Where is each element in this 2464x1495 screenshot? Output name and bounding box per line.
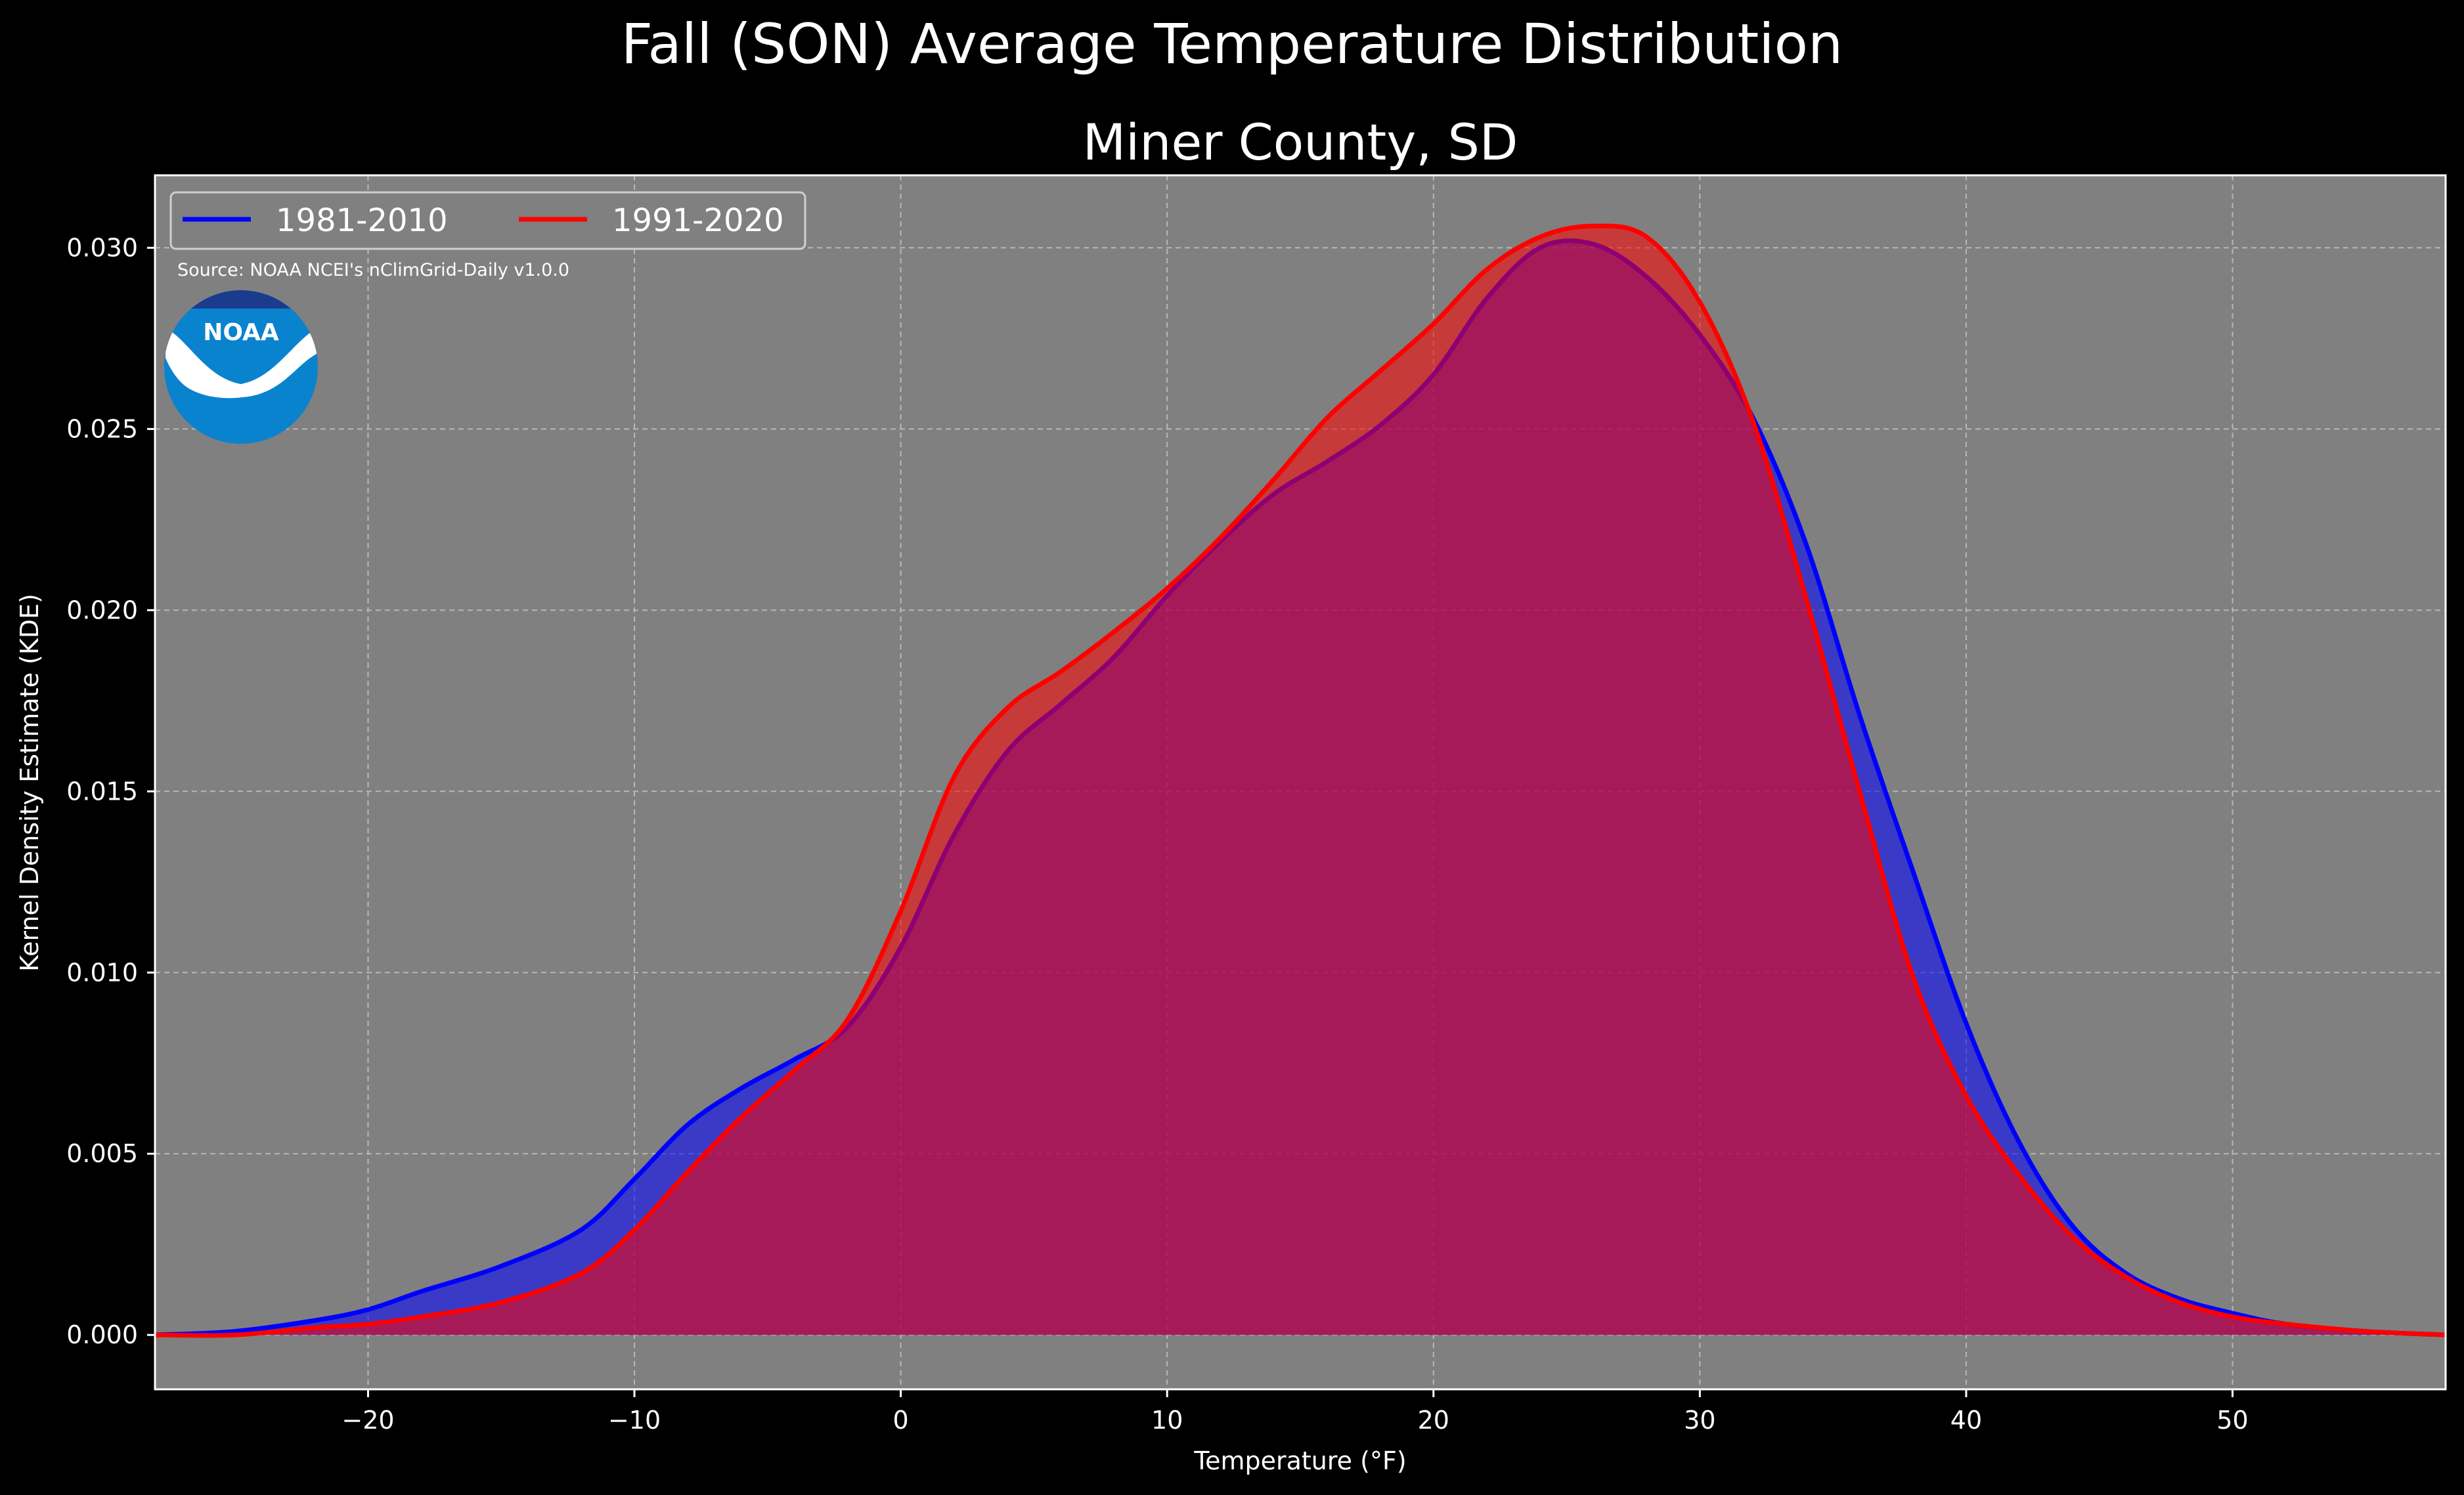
legend-frame [169, 191, 806, 250]
x-tick-label: 0 [893, 1406, 909, 1435]
x-axis-label: Temperature (°F) [1193, 1446, 1406, 1475]
y-tick-label: 0.010 [66, 958, 138, 987]
x-tick-label: 40 [1950, 1406, 1982, 1435]
y-axis-label: Kernel Density Estimate (KDE) [15, 594, 44, 972]
x-tick-label: 50 [2216, 1406, 2248, 1435]
series-area-1991-2020 [155, 226, 2446, 1336]
y-tick-label: 0.015 [66, 777, 138, 806]
chart-subtitle: Miner County, SD [1082, 113, 1518, 171]
source-note: Source: NOAA NCEI's nClimGrid-Daily v1.0… [177, 260, 569, 280]
plot-frame [154, 174, 2447, 1391]
y-tick-label: 0.005 [66, 1139, 138, 1168]
x-tick-label: −20 [341, 1406, 394, 1435]
y-axis: 0.000 0.005 0.010 0.015 0.020 0.025 0.030 [66, 233, 155, 1349]
legend: 1981-2010 1991-2020 [169, 191, 806, 250]
chart-suptitle: Fall (SON) Average Temperature Distribut… [621, 12, 1843, 76]
y-tick-label: 0.030 [66, 233, 138, 262]
y-tick-label: 0.020 [66, 596, 138, 624]
x-tick-label: 10 [1151, 1406, 1183, 1435]
x-axis: −20 −10 0 10 20 30 40 50 [341, 1389, 2249, 1435]
legend-label-1981-2010: 1981-2010 [276, 202, 448, 239]
series-line-1991-2020 [154, 223, 2446, 1338]
x-tick-label: 20 [1418, 1406, 1449, 1435]
y-tick-label: 0.025 [66, 414, 138, 443]
noaa-logo: NOAA [164, 290, 318, 444]
legend-label-1991-2020: 1991-2020 [612, 202, 784, 239]
y-tick-label: 0.000 [66, 1320, 138, 1349]
x-tick-label: 30 [1684, 1406, 1715, 1435]
noaa-logo-text: NOAA [203, 319, 279, 346]
x-tick-label: −10 [608, 1406, 661, 1435]
series-layer [154, 223, 2446, 1338]
